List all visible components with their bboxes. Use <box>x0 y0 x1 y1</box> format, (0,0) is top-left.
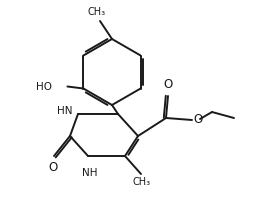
Text: O: O <box>193 112 202 125</box>
Text: HN: HN <box>58 106 73 116</box>
Text: CH₃: CH₃ <box>133 177 151 187</box>
Text: NH: NH <box>82 168 98 178</box>
Text: O: O <box>163 78 173 91</box>
Text: CH₃: CH₃ <box>88 7 106 17</box>
Text: HO: HO <box>36 82 53 91</box>
Text: O: O <box>48 161 58 174</box>
